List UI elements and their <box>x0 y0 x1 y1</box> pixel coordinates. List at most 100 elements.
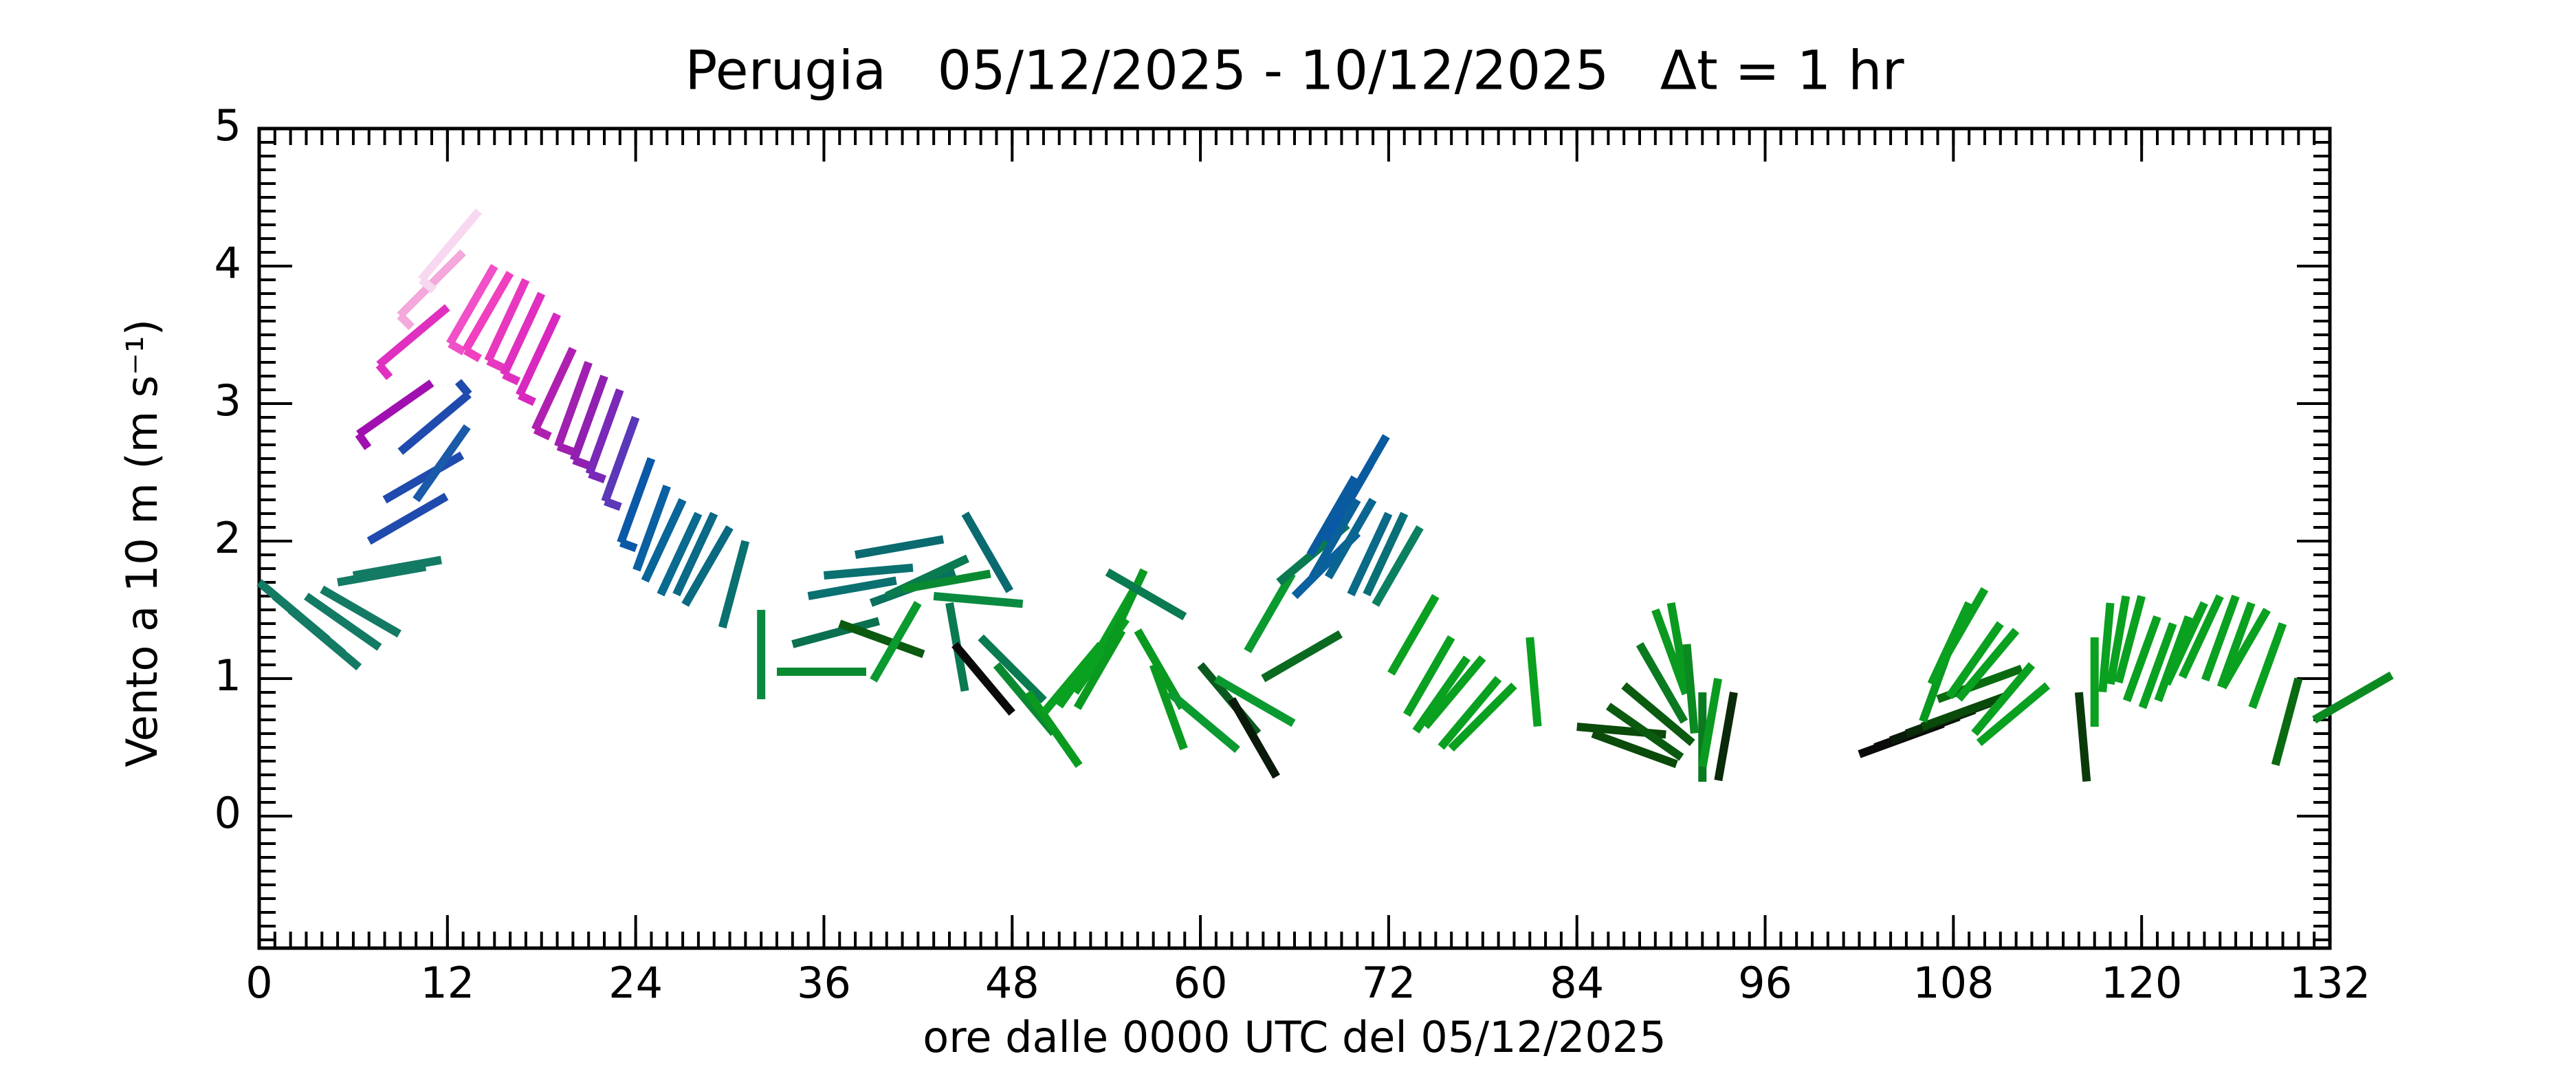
wind-barb-staff <box>1338 434 1390 516</box>
wind-barb-staff <box>1213 674 1296 727</box>
x-tick-label: 96 <box>1738 958 1792 1008</box>
wind-barb-staff <box>461 271 514 353</box>
wind-barb-staff <box>2201 594 2240 682</box>
wind-barb-staff <box>418 208 483 283</box>
wind-barb-staff <box>681 525 734 607</box>
wind-barb-staff <box>601 415 640 503</box>
wind-barb-staff <box>287 606 362 671</box>
wind-barb-staff <box>1363 512 1409 597</box>
wind-barb-staff <box>1309 498 1361 580</box>
x-tick-label: 48 <box>985 958 1039 1008</box>
wind-barb-staff <box>1438 676 1502 750</box>
wind-barb-staff <box>366 492 449 545</box>
wind-barb-staff <box>885 554 970 600</box>
wind-barb-staff <box>1698 677 1722 768</box>
wind-barb-staff <box>1920 692 2007 731</box>
wind-barb-staff <box>356 380 434 438</box>
chart-title: Perugia 05/12/2025 - 10/12/2025 Δt = 1 h… <box>685 40 1904 102</box>
wind-barb-staff <box>352 556 442 580</box>
x-tick-label: 72 <box>1361 958 1416 1008</box>
wind-barb-staff <box>838 619 925 659</box>
wind-barb-staff <box>1073 628 1126 710</box>
wind-barb-staff <box>1228 696 1280 779</box>
y-tick-label: 5 <box>214 100 241 151</box>
y-tick-label: 0 <box>214 788 241 838</box>
wind-barb-half <box>448 340 467 355</box>
wind-barb-half <box>588 470 606 484</box>
wind-barb-staff <box>320 585 401 638</box>
x-tick-label: 12 <box>420 958 474 1008</box>
wind-barb-staff <box>1166 689 1240 754</box>
wind-barb-staff <box>1971 662 2036 736</box>
wind-barb-staff <box>569 374 608 462</box>
wind-barb-staff <box>484 278 530 363</box>
wind-barb-half <box>556 442 575 457</box>
wind-barb-staff <box>1412 655 1471 734</box>
wind-barb-staff <box>1591 729 1678 769</box>
wind-barb-staff <box>672 512 718 597</box>
wind-barb-staff <box>2312 671 2394 724</box>
wind-barb-staff <box>412 424 471 503</box>
wind-barb-staff <box>304 593 382 651</box>
x-tick-label: 84 <box>1550 958 1604 1008</box>
wind-barb-staff <box>1955 628 2020 702</box>
y-axis-label: Vento a 10 m (m s⁻¹) <box>117 319 167 767</box>
wind-barb-staff <box>1105 568 1187 621</box>
wind-barb-staff <box>1976 682 2051 747</box>
wind-barb-half <box>502 371 521 386</box>
wind-barb-staff <box>1372 525 1424 607</box>
wind-barb-half <box>572 456 591 470</box>
wind-barb-staff <box>500 292 546 377</box>
wind-barb-staff <box>1261 630 1343 683</box>
wind-barb-staff <box>807 576 897 600</box>
wind-barb-staff <box>718 540 750 629</box>
wind-barb-staff <box>2106 595 2131 685</box>
wind-barb-staff <box>2163 601 2208 686</box>
wind-barb-staff <box>1448 682 1517 752</box>
wind-barb-half <box>419 276 437 294</box>
wind-barb-staff <box>2154 615 2193 703</box>
wind-barb-staff <box>933 592 1024 608</box>
wind-barb-half <box>533 426 552 441</box>
wind-barb-staff <box>2138 622 2177 710</box>
x-tick-label: 60 <box>1174 958 1228 1008</box>
wind-barb-half <box>355 432 372 450</box>
wind-barb-half <box>518 391 536 406</box>
wind-barb-staff <box>1636 641 1688 724</box>
x-tick-label: 120 <box>2101 958 2182 1008</box>
wind-barb-staff <box>2219 608 2271 690</box>
wind-barb-staff <box>855 535 945 559</box>
wind-barb-half <box>619 538 638 553</box>
x-tick-label: 0 <box>245 958 272 1008</box>
wind-barb-staff <box>1244 571 1296 653</box>
wind-barb-staff <box>2074 692 2091 782</box>
wind-barb-staff <box>554 360 593 448</box>
wind-barb-staff <box>617 457 656 545</box>
wind-barb-half <box>454 379 472 397</box>
wind-barb-half <box>604 497 622 512</box>
wind-barb-staff <box>1422 655 1486 729</box>
wind-barb-staff <box>2271 677 2303 767</box>
wind-barb-staff <box>1024 690 1083 768</box>
wind-barb-staff <box>1324 498 1377 580</box>
wind-barb-staff <box>823 563 914 580</box>
wind-barb-staff <box>1102 568 1148 653</box>
wind-barb-staff <box>531 347 577 432</box>
wind-barb-staff <box>1936 587 1989 669</box>
x-tick-label: 132 <box>2289 958 2370 1008</box>
wind-barb-staff <box>1605 703 1684 761</box>
wind-barb-staff <box>376 304 450 369</box>
y-tick-label: 3 <box>214 375 241 426</box>
wind-barb-staff <box>1714 691 1738 782</box>
wind-barb-staff <box>641 498 687 583</box>
wind-barb-staff <box>961 512 1014 593</box>
wind-barb-staff <box>1387 594 1440 676</box>
wind-barb-staff <box>2098 602 2115 693</box>
x-tick-label: 108 <box>1913 958 1994 1008</box>
wind-barb-staff <box>2248 622 2287 710</box>
wind-barb-staff <box>1526 637 1542 727</box>
x-axis-label: ore dalle 0000 UTC del 05/12/2025 <box>923 1012 1666 1062</box>
wind-barb-staff <box>585 388 624 476</box>
wind-barb-staff <box>1149 663 1188 751</box>
